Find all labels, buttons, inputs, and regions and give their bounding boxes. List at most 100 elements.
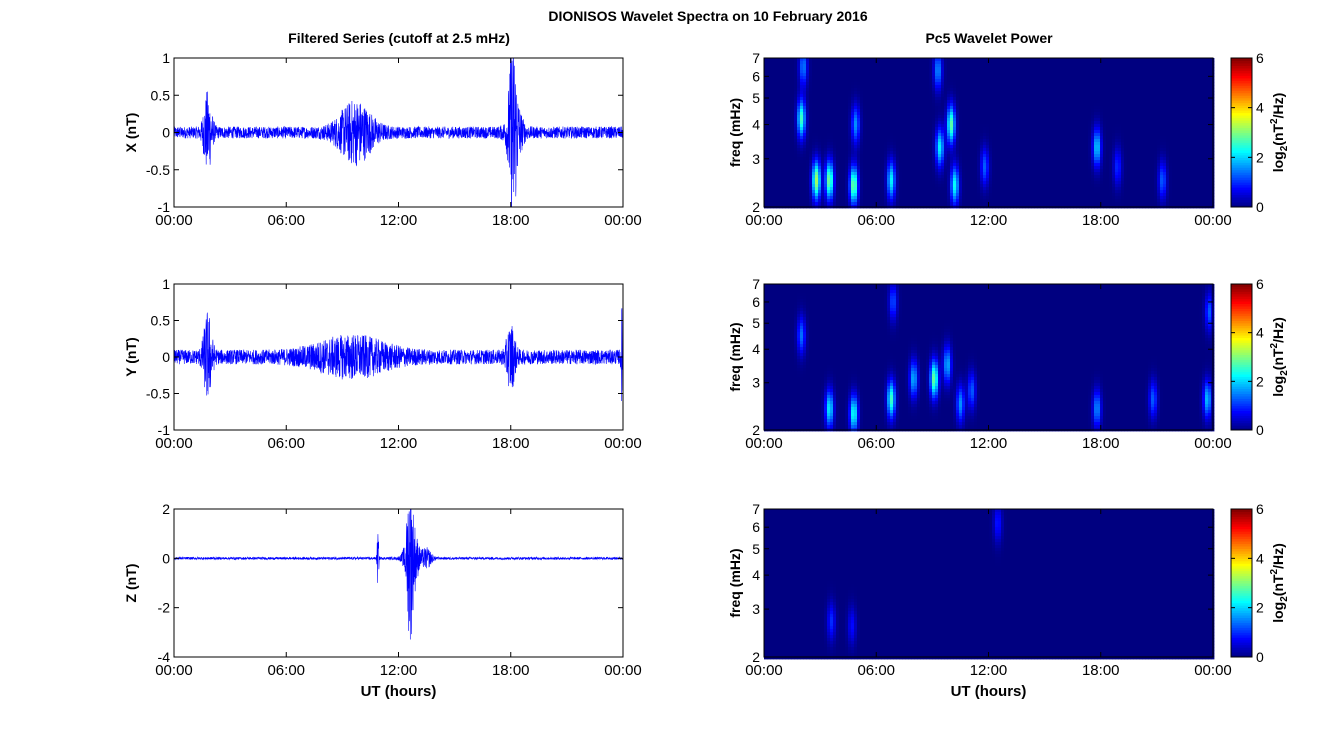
heatmap-cell (911, 139, 914, 142)
heatmap-cell (878, 139, 881, 142)
heatmap-cell (854, 139, 857, 142)
heatmap-cell (1187, 142, 1190, 145)
heatmap-cell (1022, 70, 1025, 73)
heatmap-cell (947, 115, 950, 118)
heatmap-cell (1181, 151, 1184, 154)
heatmap-cell (1169, 112, 1172, 115)
heatmap-cell (1187, 139, 1190, 142)
heatmap-cell (857, 109, 860, 112)
heatmap-cell (1094, 133, 1097, 136)
heatmap-cell (1127, 58, 1130, 61)
heatmap-cell (986, 109, 989, 112)
heatmap-cell (980, 124, 983, 127)
heatmap-cell (1205, 118, 1208, 121)
heatmap-cell (1025, 112, 1028, 115)
heatmap-cell (920, 106, 923, 109)
heatmap-cell (1154, 94, 1157, 97)
heatmap-cell (1157, 70, 1160, 73)
heatmap-cell (1199, 133, 1202, 136)
heatmap-cell (845, 142, 848, 145)
heatmap-cell (821, 115, 824, 118)
heatmap-cell (899, 88, 902, 91)
heatmap-cell (1175, 130, 1178, 133)
heatmap-cell (1070, 100, 1073, 103)
heatmap-cell (965, 79, 968, 82)
heatmap-cell (1169, 100, 1172, 103)
heatmap-cell (1184, 115, 1187, 118)
heatmap-cell (1169, 58, 1172, 61)
heatmap-cell (1013, 94, 1016, 97)
heatmap-cell (1121, 61, 1124, 64)
heatmap-cell (797, 58, 800, 61)
heatmap-cell (818, 85, 821, 88)
heatmap-cell (1133, 136, 1136, 139)
heatmap-cell (1157, 100, 1160, 103)
heatmap-cell (899, 82, 902, 85)
heatmap-cell (1085, 121, 1088, 124)
heatmap-cell (1127, 85, 1130, 88)
heatmap-cell (926, 106, 929, 109)
heatmap-cell (848, 112, 851, 115)
heatmap-cell (1118, 70, 1121, 73)
heatmap-cell (965, 109, 968, 112)
heatmap-cell (821, 145, 824, 148)
heatmap-cell (989, 79, 992, 82)
heatmap-cell (1124, 76, 1127, 79)
heatmap-cell (815, 109, 818, 112)
heatmap-cell (929, 73, 932, 76)
heatmap-cell (785, 61, 788, 64)
heatmap-cell (818, 70, 821, 73)
heatmap-cell (857, 58, 860, 61)
heatmap-cell (986, 127, 989, 130)
heatmap-cell (794, 112, 797, 115)
heatmap-cell (1172, 70, 1175, 73)
heatmap-cell (1091, 67, 1094, 70)
heatmap-cell (914, 103, 917, 106)
heatmap-cell (836, 127, 839, 130)
heatmap-cell (935, 118, 938, 121)
x-tick-label: 00:00 (155, 662, 193, 679)
heatmap-cell (1133, 100, 1136, 103)
heatmap-cell (845, 82, 848, 85)
heatmap-cell (1052, 109, 1055, 112)
heatmap-cell (1016, 148, 1019, 151)
heatmap-cell (1091, 82, 1094, 85)
heatmap-cell (1007, 136, 1010, 139)
heatmap-cell (938, 79, 941, 82)
heatmap-cell (770, 73, 773, 76)
heatmap-cell (848, 76, 851, 79)
heatmap-cell (1169, 76, 1172, 79)
heatmap-cell (1103, 124, 1106, 127)
heatmap-cell (992, 97, 995, 100)
heatmap-cell (842, 100, 845, 103)
heatmap-cell (839, 136, 842, 139)
heatmap-cell (980, 94, 983, 97)
heatmap-cell (1013, 133, 1016, 136)
heatmap-cell (1145, 124, 1148, 127)
heatmap-cell (815, 70, 818, 73)
heatmap-cell (863, 154, 866, 157)
heatmap-cell (1022, 136, 1025, 139)
heatmap-cell (1112, 94, 1115, 97)
heatmap-cell (1049, 139, 1052, 142)
heatmap-cell (1043, 73, 1046, 76)
heatmap-cell (995, 97, 998, 100)
heatmap-cell (1121, 124, 1124, 127)
heatmap-cell (944, 142, 947, 145)
heatmap-cell (815, 82, 818, 85)
heatmap-cell (1121, 127, 1124, 130)
heatmap-cell (989, 100, 992, 103)
heatmap-cell (1061, 73, 1064, 76)
heatmap-cell (830, 139, 833, 142)
heatmap-cell (1064, 85, 1067, 88)
heatmap-cell (1070, 85, 1073, 88)
heatmap-cell (1028, 100, 1031, 103)
heatmap-cell (830, 142, 833, 145)
heatmap-cell (905, 130, 908, 133)
heatmap-cell (1184, 73, 1187, 76)
heatmap-cell (1154, 106, 1157, 109)
heatmap-cell (1109, 61, 1112, 64)
heatmap-cell (953, 61, 956, 64)
heatmap-cell (965, 127, 968, 130)
heatmap-cell (1115, 133, 1118, 136)
